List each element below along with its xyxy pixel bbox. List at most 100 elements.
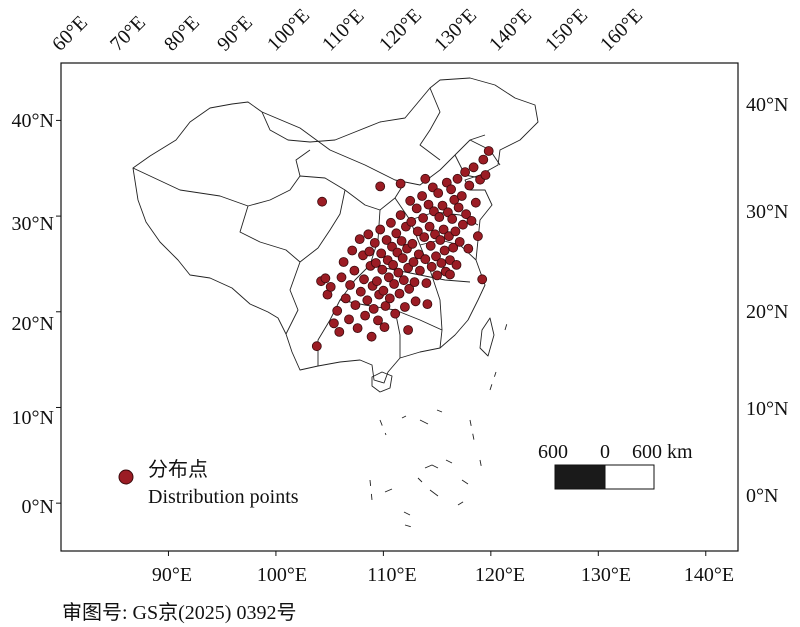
distribution-point (368, 303, 379, 314)
distribution-point (375, 224, 386, 235)
distribution-point (454, 236, 465, 247)
province-line (344, 181, 406, 211)
distribution-point (448, 242, 459, 253)
distribution-point (418, 213, 429, 223)
distribution-point (417, 191, 428, 201)
province-line (132, 167, 346, 207)
distribution-point (373, 315, 383, 326)
top-tick-label: 60°E (48, 12, 92, 56)
distribution-point (371, 276, 382, 287)
distribution-point (385, 217, 396, 228)
bottom-tick-label: 100°E (257, 564, 307, 586)
distribution-point (443, 231, 454, 242)
distribution-point (445, 269, 455, 280)
scs-island (384, 479, 469, 516)
distribution-point (389, 279, 400, 289)
nine-dash (369, 319, 509, 529)
distribution-point (408, 257, 419, 267)
distribution-point (457, 219, 468, 230)
distribution-point (379, 322, 390, 333)
distribution-point (480, 170, 491, 180)
distribution-point (407, 238, 418, 249)
distribution-point (317, 196, 328, 207)
distribution-point (447, 214, 458, 224)
distribution-point (377, 264, 388, 275)
distribution-point (338, 257, 349, 267)
distribution-point (375, 181, 386, 192)
country-outline (132, 77, 539, 384)
scale-bar-mid-label: 0 (600, 441, 610, 463)
scale-bar-left-label: 600 (538, 441, 568, 463)
distribution-point (466, 215, 477, 226)
bottom-tick-label: 110°E (367, 564, 416, 586)
scale-bar-right-label: 600 km (632, 441, 693, 463)
distribution-point (399, 302, 410, 312)
distribution-point (424, 221, 435, 232)
distribution-point (438, 224, 449, 235)
right-tick-label: 20°N (746, 301, 788, 323)
province-line (419, 87, 441, 161)
distribution-point (349, 265, 360, 276)
left-tick-label: 30°N (12, 213, 54, 235)
distribution-point (390, 308, 401, 319)
distribution-point (477, 274, 488, 285)
left-tick-label: 40°N (12, 110, 54, 132)
distribution-point (395, 178, 406, 189)
top-tick-label: 140°E (485, 4, 536, 55)
map-approval-number: 审图号: GS京(2025) 0392号 (62, 602, 297, 624)
distribution-point (421, 278, 432, 289)
scs-island (401, 409, 443, 425)
distribution-point (463, 243, 474, 254)
distribution-point (350, 300, 361, 311)
distribution-point (362, 295, 373, 306)
distribution-point (422, 299, 433, 310)
distribution-point (396, 236, 407, 246)
distribution-point (414, 265, 425, 276)
distribution-point (437, 200, 448, 211)
distribution-point (320, 273, 331, 284)
left-tick-label: 0°N (22, 496, 54, 518)
distribution-point (410, 296, 421, 307)
distribution-point (397, 253, 408, 264)
bottom-tick-label: 90°E (152, 564, 192, 586)
distribution-points (311, 146, 494, 352)
distribution-point (423, 199, 434, 210)
distribution-point (445, 255, 455, 266)
distribution-point (439, 245, 450, 256)
distribution-point (436, 258, 447, 268)
top-longitude-labels: 60°E 70°E 80°E 90°E 100°E 110°E 120°E 13… (48, 4, 647, 55)
top-tick-label: 100°E (263, 4, 314, 55)
distribution-point (470, 197, 481, 208)
distribution-point (425, 240, 436, 251)
distribution-point (366, 331, 377, 342)
distribution-point (394, 288, 405, 299)
distribution-point (478, 154, 489, 165)
distribution-point (409, 277, 420, 288)
province-line (261, 111, 486, 186)
top-tick-label: 120°E (375, 4, 426, 55)
distribution-point (433, 188, 444, 199)
distribution-point (334, 326, 345, 337)
distribution-point (461, 209, 472, 220)
distribution-point (411, 203, 422, 214)
scale-bar-black-segment (554, 464, 606, 490)
distribution-point (384, 293, 395, 304)
bottom-tick-label: 120°E (475, 564, 525, 586)
distribution-point (369, 237, 380, 248)
distribution-point (391, 228, 402, 239)
top-tick-label: 80°E (160, 12, 204, 56)
distribution-point (360, 310, 371, 321)
right-tick-label: 10°N (746, 398, 788, 420)
distribution-point (381, 235, 392, 245)
distribution-point (464, 180, 475, 191)
distribution-point (451, 259, 462, 270)
right-tick-label: 0°N (746, 485, 778, 507)
distribution-point (419, 232, 430, 243)
distribution-point (370, 258, 381, 268)
distribution-point (446, 184, 457, 195)
distribution-point (483, 146, 494, 156)
taiwan-outline (479, 317, 495, 357)
right-tick-label: 40°N (746, 94, 788, 116)
distribution-point (376, 248, 387, 259)
